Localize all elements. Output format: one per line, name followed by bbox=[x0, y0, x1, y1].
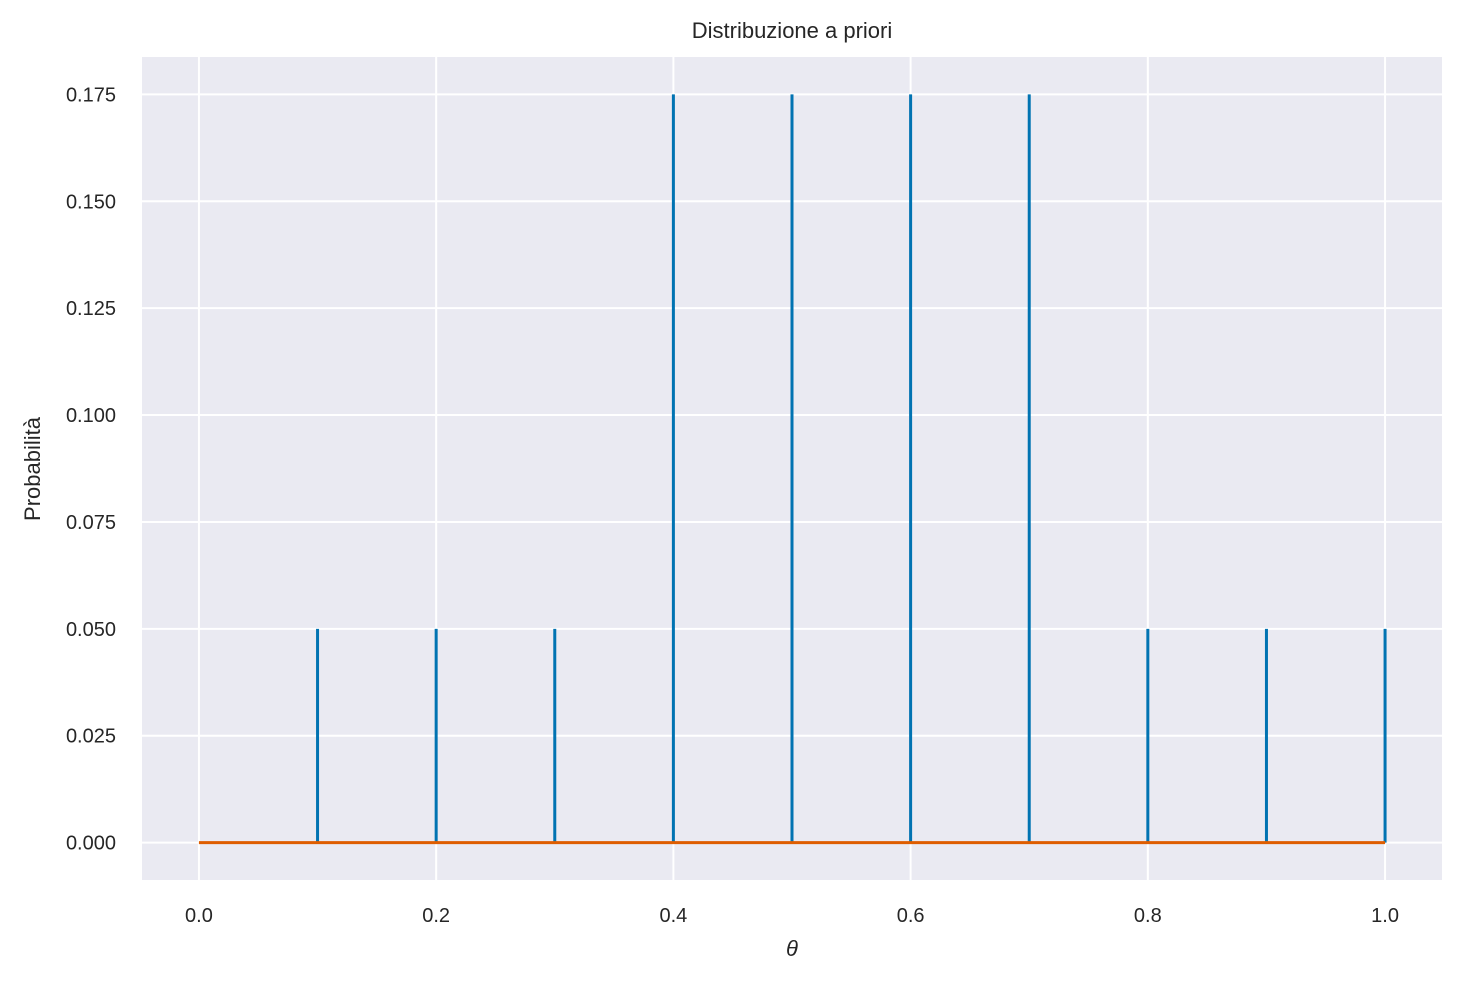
y-tick-label: 0.125 bbox=[66, 298, 116, 320]
y-tick-labels: 0.000 0.025 0.050 0.075 0.100 0.125 0.150 0.175 bbox=[66, 84, 116, 854]
x-axis-label: θ bbox=[786, 936, 798, 961]
y-tick-label: 0.175 bbox=[66, 84, 116, 106]
y-tick-label: 0.000 bbox=[66, 833, 116, 855]
y-tick-label: 0.025 bbox=[66, 726, 116, 748]
x-tick-label: 0.8 bbox=[1134, 905, 1162, 927]
stems bbox=[316, 94, 1387, 843]
y-tick-label: 0.150 bbox=[66, 191, 116, 213]
x-tick-label: 0.6 bbox=[897, 905, 925, 927]
x-tick-labels: 0.0 0.2 0.4 0.6 0.8 1.0 bbox=[185, 905, 1399, 927]
y-axis-label: Probabilità bbox=[20, 416, 45, 521]
x-tick-label: 0.0 bbox=[185, 905, 213, 927]
y-tick-label: 0.050 bbox=[66, 619, 116, 641]
x-tick-label: 1.0 bbox=[1371, 905, 1399, 927]
x-tick-label: 0.4 bbox=[659, 905, 687, 927]
chart-title: Distribuzione a priori bbox=[692, 18, 893, 43]
y-tick-label: 0.075 bbox=[66, 512, 116, 534]
x-tick-label: 0.2 bbox=[422, 905, 450, 927]
y-tick-label: 0.100 bbox=[66, 405, 116, 427]
